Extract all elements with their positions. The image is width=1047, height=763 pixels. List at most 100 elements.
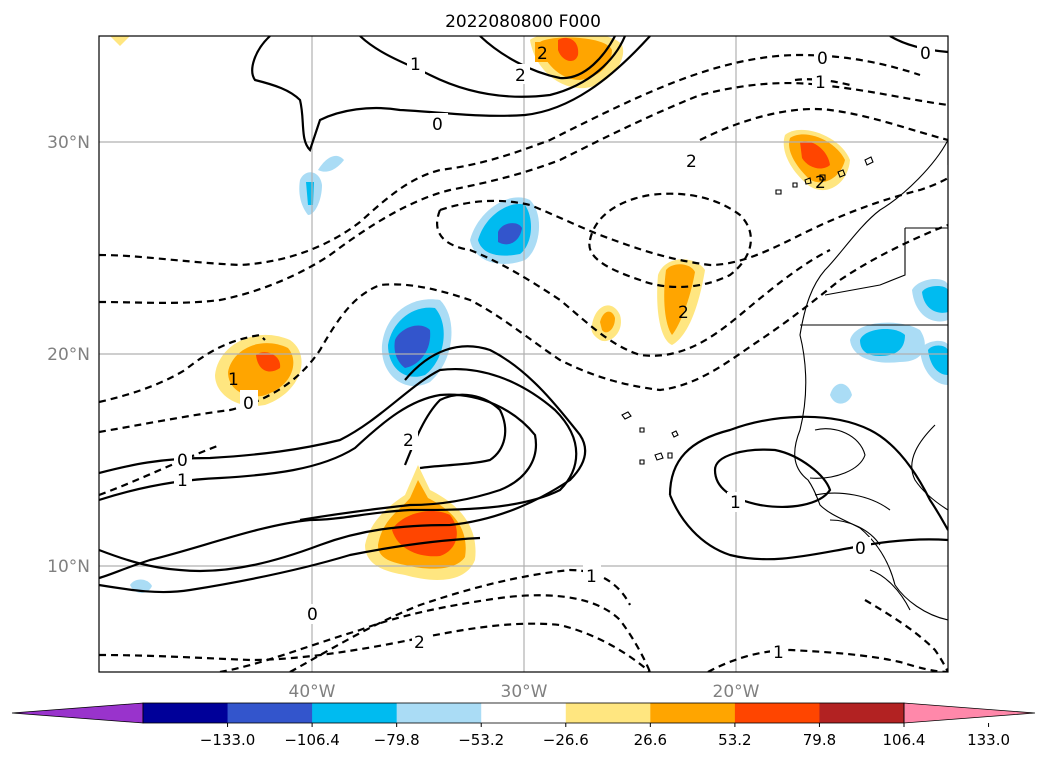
contour-negative [699,107,948,142]
contour-label: 2 [537,44,548,64]
contour-label: 1 [177,471,188,491]
africa-coastline [794,139,948,621]
cool-patch [318,155,344,172]
contour-negative [707,648,948,672]
contour-positive [668,415,948,531]
cool-patch [860,328,905,356]
colorbar-segment [312,703,398,723]
contour-label: 1 [773,643,784,663]
longitude-labels: 40°W 30°W 20°W [289,682,760,702]
lon-label-40w: 40°W [289,682,336,702]
colorbar-segment [819,703,905,723]
label-mask [535,42,553,62]
cool-patch [830,383,852,404]
contour-label: 0 [855,539,866,559]
contour-label: 0 [920,44,931,64]
contour-negative [864,599,948,672]
label-mask [853,537,871,557]
colorbar-segment [650,703,736,723]
label-mask [917,42,935,62]
country-border [814,492,891,511]
contour-label: 1 [228,370,239,390]
contour-negative [219,594,652,672]
contour-label-group: 0 0 1 1 2 2 0 2 2 2 1 0 [174,42,935,663]
contour-positive [359,36,627,98]
label-mask [407,54,425,74]
map-frame [98,35,949,673]
colorbar-segment [481,703,567,723]
contour-negative [436,209,831,357]
contour-positive [889,36,948,54]
gridlines [99,36,948,672]
contour-positive [99,345,587,573]
lat-label-20n: 20°N [47,345,90,365]
colorbar-tick-label: 133.0 [967,731,1010,749]
colorbar-segment [396,703,482,723]
cool-patch [394,325,431,368]
colorbar-tick-label: 106.4 [883,731,926,749]
contour-label: 0 [243,394,254,414]
colorbar-tick-label: −106.4 [284,731,340,749]
label-mask [412,632,430,652]
contour-label: 1 [730,493,741,513]
contour-negative [99,81,948,304]
label-mask [812,72,830,92]
cool-patch [928,345,948,375]
colorbar-segment [143,703,229,723]
cape-verde-islands [621,411,679,465]
lon-label-20w: 20°W [713,682,760,702]
contour-label: 2 [815,173,826,193]
colorbar-tick-label: 79.8 [803,731,836,749]
contour-negative [99,53,921,267]
colorbar-segment [227,703,313,723]
country-border [911,424,948,511]
contour-negative [99,333,266,404]
colorbar-tick-label: −133.0 [200,731,256,749]
colorbar-segment [734,703,820,723]
map-panel: 0 0 1 1 2 2 0 2 2 2 1 0 [98,35,949,673]
contour-label: 1 [815,73,826,93]
warm-patch [228,343,294,397]
figure-title: 2022080800 F000 [445,12,601,32]
label-mask [684,150,702,170]
contour-negative [99,223,948,434]
contour-positive [479,36,616,80]
colorbar [11,702,1036,724]
colorbar-tick-label: 53.2 [718,731,751,749]
label-mask [770,642,788,662]
label-mask [305,604,323,624]
label-mask [400,430,418,450]
contour-label: 1 [410,55,421,75]
country-border [824,228,906,296]
label-mask [814,46,832,66]
warm-patch [256,352,281,372]
colorbar-tick-labels: −133.0 −106.4 −79.8 −53.2 −26.6 26.6 53.2 79.8 1… [200,723,1010,749]
contour-label: 2 [414,633,425,653]
label-mask [174,448,192,468]
contour-negative [99,443,221,497]
label-mask [174,468,192,488]
contour-label: 2 [515,66,526,86]
country-border [829,519,881,546]
colorbar-tick-label: −53.2 [458,731,504,749]
contour-positive [99,393,538,522]
colorbar-extend-min [11,702,144,724]
warm-patch [800,141,830,169]
lon-label-30w: 30°W [501,682,548,702]
contour-negative [439,177,948,267]
country-border [809,428,866,479]
contour-label: 0 [177,451,188,471]
colorbar-extend-max [903,702,1036,724]
canary-islands [775,156,874,195]
coastlines [621,139,948,621]
contour-lines [99,36,948,672]
contour-label: 0 [432,115,443,135]
contour-positive [668,494,948,561]
warm-patch [558,37,579,62]
contour-positive [99,368,578,580]
label-mask [430,113,448,133]
contour-positive [403,393,507,470]
latitude-labels: 30°N 20°N 10°N [47,133,90,577]
lat-label-30n: 30°N [47,133,90,153]
